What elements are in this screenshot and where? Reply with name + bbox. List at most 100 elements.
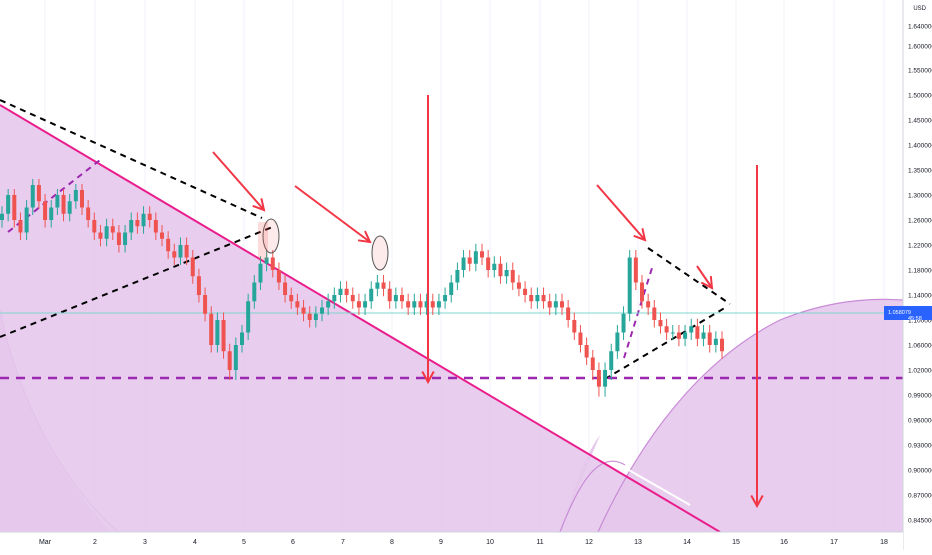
candle-body-62 xyxy=(381,282,386,289)
x-tick-label-9: 10 xyxy=(486,539,494,546)
x-tick-label-1: 2 xyxy=(93,539,97,546)
candle-body-83 xyxy=(510,270,515,283)
x-tick-label-17: 18 xyxy=(880,539,888,546)
x-tick-label-5: 6 xyxy=(291,539,295,546)
trendline-highlight xyxy=(619,464,691,506)
x-tick-label-2: 3 xyxy=(143,539,147,546)
arrow-1-shaft xyxy=(212,151,265,211)
y-tick-label-6: 1.350000 xyxy=(908,168,932,175)
candle-body-10 xyxy=(61,195,66,214)
y-tick-label-9: 1.220000 xyxy=(908,243,932,250)
candle-body-101 xyxy=(621,313,626,333)
candle-body-104 xyxy=(640,282,644,302)
channel-line-left xyxy=(7,159,101,233)
candle-body-98 xyxy=(603,370,608,387)
x-tick-label-7: 8 xyxy=(390,539,394,546)
candle-body-5 xyxy=(30,185,35,208)
candle-body-50 xyxy=(307,313,312,320)
marker-ellipse-1 xyxy=(262,218,280,254)
candle-body-74 xyxy=(455,270,460,283)
candle-body-13 xyxy=(80,190,84,208)
candle-body-113 xyxy=(695,326,700,339)
candle-body-60 xyxy=(369,288,374,302)
candle-body-66 xyxy=(406,301,411,308)
candle-body-100 xyxy=(615,332,620,352)
y-tick-label-12: 1.100000 xyxy=(908,318,932,325)
candle-body-48 xyxy=(295,301,300,308)
candle-body-4 xyxy=(24,207,29,233)
candle-body-18 xyxy=(110,226,115,233)
y-tick-label-5: 1.400000 xyxy=(908,143,932,150)
wedge-upper-line xyxy=(0,99,263,219)
x-tick-label-3: 4 xyxy=(193,539,197,546)
candle-body-116 xyxy=(713,338,718,345)
candle-body-3 xyxy=(18,220,23,233)
candle-body-58 xyxy=(356,301,361,308)
candle-body-36 xyxy=(221,320,226,352)
candle-body-106 xyxy=(652,307,657,320)
candle-body-1 xyxy=(6,195,11,214)
candle-body-53 xyxy=(326,301,331,308)
y-tick-label-2: 1.550000 xyxy=(908,68,932,75)
x-tick-label-11: 12 xyxy=(585,539,593,546)
candle-body-43 xyxy=(264,257,269,264)
y-tick-label-0: 1.640000 xyxy=(908,24,932,31)
candle-body-86 xyxy=(529,295,534,302)
candle-body-65 xyxy=(400,295,404,302)
candle-body-72 xyxy=(443,295,448,302)
right-arc-fill xyxy=(598,299,903,532)
candle-body-52 xyxy=(320,307,324,314)
candle-body-15 xyxy=(92,220,97,233)
candle-body-12 xyxy=(73,190,78,202)
candle-body-79 xyxy=(486,257,491,270)
candle-body-95 xyxy=(584,345,589,358)
candle-body-114 xyxy=(701,332,706,339)
candle-body-67 xyxy=(412,301,417,308)
arrow-1-head xyxy=(252,198,266,212)
candle-body-42 xyxy=(258,263,263,283)
left-arc-tail xyxy=(559,460,626,533)
candle-body-59 xyxy=(363,301,368,308)
marker-ellipse-2 xyxy=(371,235,389,271)
candle-body-99 xyxy=(609,351,614,370)
candle-body-14 xyxy=(86,207,91,220)
candle-body-115 xyxy=(707,332,712,345)
highlight-box xyxy=(258,222,268,260)
x-tick-label-16: 17 xyxy=(830,539,838,546)
candle-body-8 xyxy=(49,207,54,220)
candle-body-71 xyxy=(436,301,441,308)
arrow-4-head xyxy=(700,275,714,290)
candle-body-35 xyxy=(215,320,220,345)
candle-body-27 xyxy=(166,238,171,252)
x-tick-label-14: 15 xyxy=(732,539,740,546)
y-tick-label-11: 1.140000 xyxy=(908,293,932,300)
candle-body-37 xyxy=(227,351,232,370)
y-tick-label-7: 1.300000 xyxy=(908,193,932,200)
triangle-upper-line xyxy=(647,247,731,305)
time-axis-bg xyxy=(0,532,903,550)
candle-body-108 xyxy=(664,326,669,333)
arrow-3-head xyxy=(633,228,647,242)
candle-body-7 xyxy=(43,201,48,220)
candle-body-19 xyxy=(116,232,121,245)
candle-body-56 xyxy=(344,288,349,295)
candle-body-64 xyxy=(393,295,398,302)
price-tag-countdown: 45:58 xyxy=(908,316,922,322)
candle-body-24 xyxy=(147,213,152,220)
x-tick-label-6: 7 xyxy=(341,539,345,546)
x-tick-label-4: 5 xyxy=(242,539,246,546)
candle-body-90 xyxy=(553,301,558,308)
candle-body-25 xyxy=(153,220,158,233)
x-tick-label-10: 11 xyxy=(536,539,543,546)
candle-body-0 xyxy=(0,213,4,220)
candle-body-75 xyxy=(461,257,466,270)
price-axis-bg xyxy=(903,0,932,550)
arrow-4-shaft xyxy=(696,265,713,289)
candle-body-88 xyxy=(541,295,546,302)
